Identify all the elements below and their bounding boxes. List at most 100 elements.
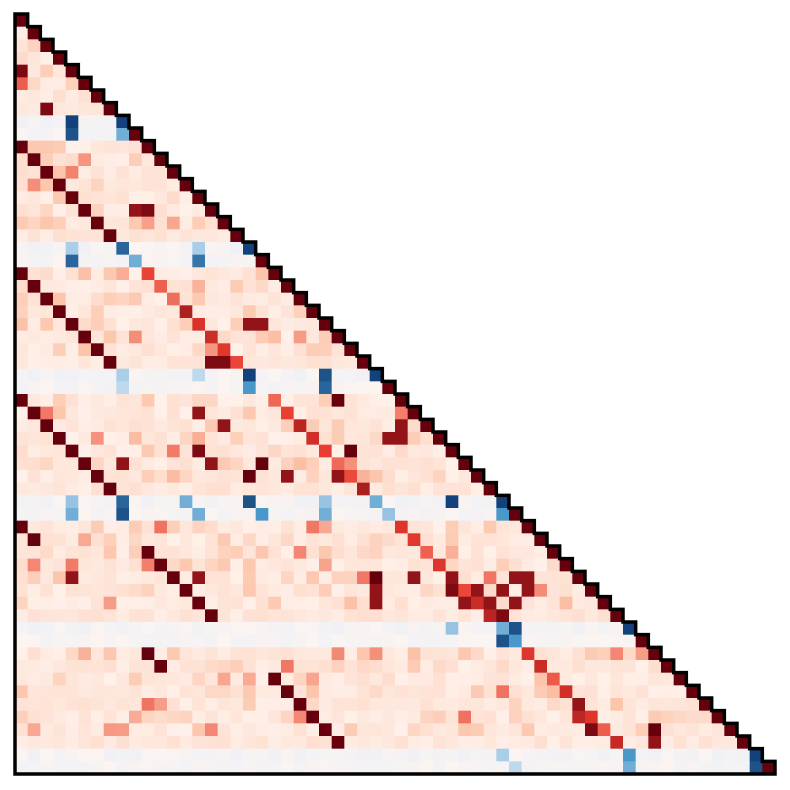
heatmap-cell	[40, 685, 54, 699]
heatmap-cell	[15, 394, 29, 408]
heatmap-cell	[623, 622, 637, 636]
heatmap-cell	[331, 546, 345, 560]
heatmap-cell	[471, 672, 485, 686]
heatmap-cell	[116, 292, 130, 306]
heatmap-cell	[572, 736, 586, 750]
heatmap-cell	[243, 343, 257, 357]
heatmap-cell	[230, 748, 244, 762]
heatmap-cell	[395, 508, 409, 522]
heatmap-cell	[268, 571, 282, 585]
heatmap-cell	[65, 204, 79, 218]
heatmap-cell	[179, 609, 193, 623]
heatmap-cell	[179, 710, 193, 724]
heatmap-cell	[15, 419, 29, 433]
heatmap-cell	[243, 520, 257, 534]
heatmap-cell	[192, 698, 206, 712]
heatmap-cell	[395, 533, 409, 547]
heatmap-cell	[458, 533, 472, 547]
heatmap-cell	[572, 584, 586, 598]
heatmap-cell	[192, 622, 206, 636]
heatmap-cell	[319, 634, 333, 648]
heatmap-cell	[129, 672, 143, 686]
heatmap-cell	[40, 457, 54, 471]
heatmap-cell	[382, 381, 396, 395]
heatmap-cell	[306, 596, 320, 610]
heatmap-cell	[40, 77, 54, 91]
heatmap-cell	[116, 356, 130, 370]
heatmap-cell	[91, 432, 105, 446]
heatmap-cell	[40, 330, 54, 344]
heatmap-cell	[192, 394, 206, 408]
heatmap-cell	[103, 533, 117, 547]
heatmap-cell	[65, 178, 79, 192]
heatmap-cell	[686, 723, 700, 737]
heatmap-cell	[179, 267, 193, 281]
heatmap-cell	[521, 723, 535, 737]
heatmap-cell	[15, 242, 29, 256]
heatmap-cell	[65, 292, 79, 306]
heatmap-cell	[179, 305, 193, 319]
heatmap-cell	[471, 609, 485, 623]
heatmap-cell	[129, 254, 143, 268]
heatmap-cell	[217, 584, 231, 598]
heatmap-cell	[15, 140, 29, 154]
heatmap-cell	[230, 558, 244, 572]
heatmap-cell	[281, 647, 295, 661]
heatmap-cell	[420, 444, 434, 458]
heatmap-cell	[15, 254, 29, 268]
heatmap-cell	[154, 166, 168, 180]
heatmap-cell	[420, 419, 434, 433]
heatmap-cell	[521, 571, 535, 585]
heatmap-cell	[192, 292, 206, 306]
heatmap-cell	[230, 508, 244, 522]
heatmap-cell	[167, 672, 181, 686]
heatmap-cell	[27, 394, 41, 408]
heatmap-cell	[129, 444, 143, 458]
heatmap-cell	[445, 710, 459, 724]
heatmap-cell	[129, 406, 143, 420]
heatmap-cell	[205, 343, 219, 357]
heatmap-cell	[635, 685, 649, 699]
heatmap-cell	[268, 672, 282, 686]
heatmap-cell	[217, 267, 231, 281]
heatmap-cell	[167, 444, 181, 458]
heatmap-cell	[78, 495, 92, 509]
heatmap-cell	[395, 495, 409, 509]
heatmap-cell	[572, 710, 586, 724]
heatmap-cell	[15, 685, 29, 699]
heatmap-cell	[154, 178, 168, 192]
heatmap-cell	[496, 596, 510, 610]
heatmap-cell	[15, 508, 29, 522]
heatmap-cell	[167, 191, 181, 205]
heatmap-cell	[65, 406, 79, 420]
heatmap-cell	[103, 748, 117, 762]
heatmap-cell	[78, 609, 92, 623]
heatmap-cell	[344, 520, 358, 534]
heatmap-cell	[344, 736, 358, 750]
heatmap-cell	[154, 622, 168, 636]
heatmap-cell	[433, 609, 447, 623]
heatmap-cell	[53, 216, 67, 230]
heatmap-cell	[547, 761, 561, 775]
heatmap-cell	[27, 292, 41, 306]
heatmap-cell	[369, 672, 383, 686]
heatmap-cell	[154, 660, 168, 674]
heatmap-cell	[357, 685, 371, 699]
heatmap-cell	[623, 723, 637, 737]
heatmap-cell	[559, 571, 573, 585]
heatmap-cell	[40, 394, 54, 408]
heatmap-cell	[306, 609, 320, 623]
heatmap-cell	[559, 584, 573, 598]
heatmap-cell	[243, 546, 257, 560]
heatmap-cell	[572, 571, 586, 585]
heatmap-cell	[281, 761, 295, 775]
heatmap-cell	[534, 558, 548, 572]
heatmap-cell	[445, 761, 459, 775]
heatmap-cell	[547, 596, 561, 610]
heatmap-cell	[243, 394, 257, 408]
heatmap-cell	[154, 254, 168, 268]
heatmap-cell	[205, 508, 219, 522]
heatmap-cell	[255, 419, 269, 433]
heatmap-cell	[648, 685, 662, 699]
heatmap-cell	[458, 698, 472, 712]
